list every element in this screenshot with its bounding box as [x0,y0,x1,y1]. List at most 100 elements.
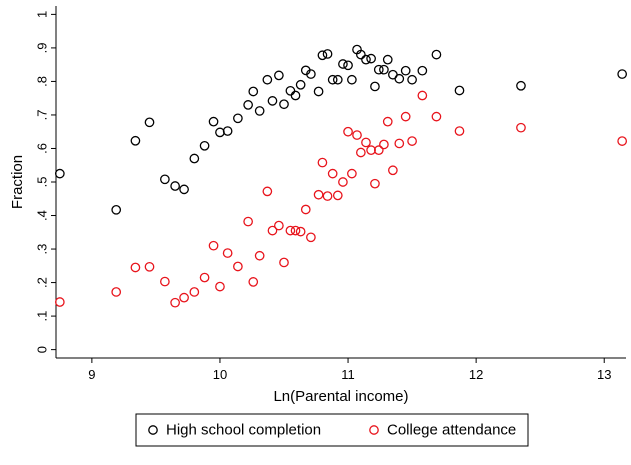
data-point [111,204,122,215]
data-point [254,250,265,261]
data-point [388,165,398,176]
data-point [233,261,243,272]
data-point [454,126,465,136]
data-point [379,64,389,75]
legend-label: High school completion [166,422,321,439]
legend-box [135,413,529,447]
x-axis-title: Ln(Parental income) [273,388,408,405]
y-tick-label: 1 [35,11,50,18]
data-point [208,240,219,251]
data-point [379,139,389,150]
data-point [516,122,526,133]
data-point [338,177,348,187]
y-tick-label: .6 [35,143,50,154]
data-point [285,225,296,236]
data-point [290,90,301,101]
data-point [306,69,316,79]
y-tick-label: .2 [35,277,50,288]
data-point [382,116,393,127]
data-point [617,136,628,146]
y-tick-label: .8 [35,76,50,87]
data-point [356,147,366,158]
data-point [295,226,306,237]
y-tick-label: .3 [35,244,50,255]
data-point [347,74,357,85]
data-point [306,232,316,243]
data-point [516,80,526,91]
data-marks [54,44,628,308]
data-point [274,220,284,231]
data-point [267,225,278,236]
legend-label: College attendance [387,422,516,439]
data-point [431,111,442,122]
data-point [222,248,233,258]
data-point [300,204,311,215]
data-point [394,73,405,84]
data-point [338,59,348,69]
data-point [274,70,284,81]
data-point [313,189,324,200]
data-point [54,168,65,179]
data-point [417,65,428,76]
y-axis-title: Fraction [9,155,26,209]
data-point [267,96,278,106]
data-point [332,190,343,201]
data-point [366,145,376,156]
data-point [617,69,628,79]
data-point [295,79,306,90]
data-point [400,111,411,122]
data-point [290,225,301,236]
y-tick-label: .1 [35,311,50,322]
data-point [208,116,219,127]
data-point [179,292,189,303]
data-point [248,277,259,287]
data-point [454,85,465,96]
data-point [361,137,371,148]
data-point [54,297,65,307]
y-tick-label: .5 [35,177,50,188]
data-point [262,74,273,85]
data-point [233,113,243,124]
data-point [243,216,253,227]
data-point [400,65,411,76]
data-point [327,74,338,85]
legend-marker [148,425,158,435]
data-point [285,85,296,96]
legend-marker [369,425,379,435]
data-point [373,64,384,75]
data-point [407,74,417,85]
x-tick-label: 11 [341,367,355,382]
data-point [199,272,210,283]
data-point [144,261,155,272]
data-point [130,135,141,146]
y-tick-label: .4 [35,210,50,221]
data-point [317,50,328,61]
data-point [248,86,259,97]
series-1 [54,90,628,308]
x-tick-label: 10 [213,367,227,382]
data-point [352,130,362,140]
x-tick-label: 13 [597,367,611,382]
data-point [407,136,417,146]
data-point [361,54,371,65]
data-point [179,184,189,195]
data-point [199,140,210,151]
x-tick-label: 9 [88,367,95,382]
data-point [317,157,328,168]
data-point [222,126,233,136]
axes: 0 .1 .2 .3 .4 .5 .6 .7 .8 .9 1 9 10 11 12 13 [35,6,626,382]
x-tick-label: 12 [469,367,483,382]
data-point [343,60,353,71]
data-point [215,127,225,138]
data-point [322,191,333,201]
data-point [343,126,353,137]
y-tick-label: .7 [35,110,50,121]
data-point [160,174,170,185]
data-point [243,100,253,110]
data-point [370,178,380,189]
data-point [382,54,393,65]
data-point [322,49,333,59]
data-point [170,297,180,308]
data-point [431,49,442,60]
